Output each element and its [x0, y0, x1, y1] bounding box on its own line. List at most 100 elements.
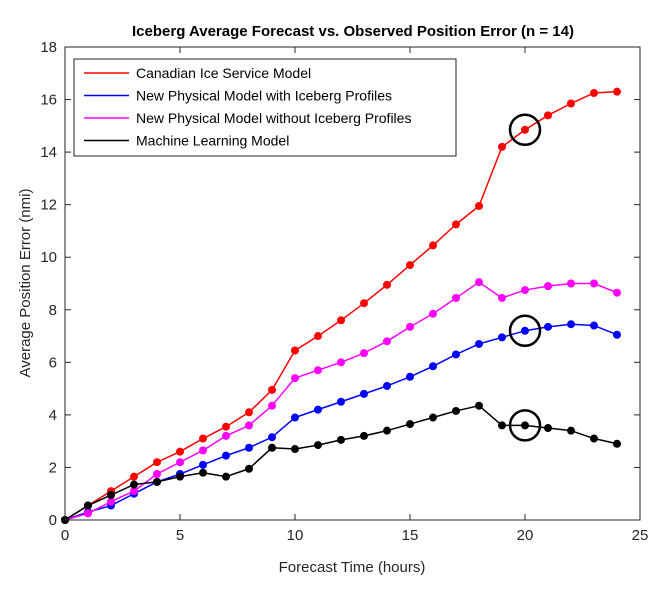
data-point-1-11 [314, 405, 322, 414]
legend-label-1: New Physical Model with Iceberg Profiles [136, 88, 392, 104]
y-tick-label-5: 10 [40, 249, 57, 266]
data-point-2-15 [406, 322, 414, 331]
data-point-3-4 [153, 477, 161, 486]
data-point-2-14 [383, 337, 391, 346]
legend-label-2: New Physical Model without Iceberg Profi… [136, 110, 411, 126]
annotation-circle-2 [508, 409, 542, 442]
y-tick-label-0: 0 [49, 512, 57, 529]
data-point-3-7 [222, 472, 230, 481]
data-point-2-11 [314, 366, 322, 375]
legend-box [73, 58, 457, 157]
data-point-2-12 [337, 358, 345, 367]
data-point-2-6 [199, 446, 207, 455]
data-point-0-18 [475, 201, 483, 210]
x-axis-label: Forecast Time (hours) [279, 559, 426, 576]
data-point-0-12 [337, 316, 345, 325]
data-point-1-15 [406, 372, 414, 381]
data-point-0-6 [199, 434, 207, 443]
data-point-3-6 [199, 468, 207, 477]
data-point-2-16 [429, 309, 437, 318]
data-point-3-1 [84, 501, 92, 510]
data-point-0-15 [406, 261, 414, 270]
data-point-3-3 [130, 480, 138, 489]
legend: Canadian Ice Service Model New Physical M… [73, 58, 457, 157]
y-tick-label-4: 8 [49, 302, 57, 319]
y-tick-label-3: 6 [49, 354, 57, 371]
data-point-0-5 [176, 447, 184, 456]
x-tick-label-0: 0 [61, 527, 69, 544]
data-point-2-24 [613, 288, 621, 297]
data-point-0-20 [521, 125, 529, 134]
series-0 [61, 87, 621, 524]
chart-title: Iceberg Average Forecast vs. Observed Po… [132, 23, 574, 40]
data-point-2-17 [452, 293, 460, 302]
legend-label-3: Machine Learning Model [136, 133, 289, 149]
data-point-1-9 [268, 433, 276, 442]
data-point-2-10 [291, 374, 299, 383]
legend-label-0: Canadian Ice Service Model [136, 65, 311, 81]
tick-labels: 0 5 10 15 20 25 0 2 4 6 8 10 12 14 16 18 [40, 39, 648, 544]
data-point-3-13 [360, 431, 368, 440]
x-tick-label-2: 10 [287, 527, 304, 544]
data-point-2-13 [360, 349, 368, 358]
y-tick-label-9: 18 [40, 39, 57, 56]
data-point-1-7 [222, 451, 230, 460]
data-point-3-10 [291, 445, 299, 454]
data-point-1-19 [498, 333, 506, 342]
data-point-0-16 [429, 241, 437, 250]
x-tick-label-5: 25 [632, 527, 649, 544]
x-tick-label-1: 5 [176, 527, 184, 544]
data-point-2-2 [107, 497, 115, 506]
data-point-0-9 [268, 385, 276, 394]
data-point-2-8 [245, 421, 253, 430]
data-point-1-20 [521, 326, 529, 335]
data-point-0-10 [291, 346, 299, 355]
data-point-1-24 [613, 330, 621, 339]
data-point-3-21 [544, 424, 552, 433]
plot-frame [64, 46, 641, 521]
data-point-2-5 [176, 458, 184, 467]
data-point-2-19 [498, 293, 506, 302]
data-point-3-22 [567, 426, 575, 435]
data-point-2-22 [567, 279, 575, 288]
x-tick-label-3: 15 [402, 527, 419, 544]
data-point-3-17 [452, 406, 460, 415]
data-point-2-18 [475, 278, 483, 287]
y-tick-label-6: 12 [40, 197, 57, 214]
data-point-3-12 [337, 435, 345, 444]
data-point-3-19 [498, 421, 506, 430]
annotation-circle-1 [508, 314, 542, 348]
data-point-3-2 [107, 491, 115, 500]
data-point-3-16 [429, 413, 437, 422]
data-point-3-8 [245, 464, 253, 473]
data-point-2-3 [130, 487, 138, 496]
data-point-1-10 [291, 413, 299, 422]
data-point-2-1 [84, 509, 92, 518]
data-point-0-17 [452, 220, 460, 229]
data-point-3-18 [475, 401, 483, 410]
data-point-3-9 [268, 443, 276, 452]
data-point-0-14 [383, 280, 391, 289]
data-point-3-24 [613, 439, 621, 448]
data-point-0-23 [590, 88, 598, 97]
data-point-0-13 [360, 299, 368, 308]
y-tick-label-1: 2 [49, 459, 57, 476]
data-point-1-18 [475, 339, 483, 348]
series-layer [61, 87, 621, 524]
data-point-0-3 [130, 472, 138, 481]
data-point-0-7 [222, 422, 230, 431]
data-point-0-24 [613, 87, 621, 96]
data-point-1-17 [452, 350, 460, 359]
data-point-2-9 [268, 401, 276, 410]
data-point-0-11 [314, 332, 322, 341]
data-point-1-8 [245, 443, 253, 452]
data-point-1-16 [429, 362, 437, 371]
data-point-0-21 [544, 111, 552, 120]
x-tick-label-4: 20 [517, 527, 534, 544]
y-axis-label: Average Position Error (nmi) [17, 189, 34, 378]
data-point-1-12 [337, 397, 345, 406]
y-tick-label-7: 14 [40, 144, 57, 161]
y-tick-label-2: 4 [49, 407, 57, 424]
data-point-1-14 [383, 381, 391, 390]
